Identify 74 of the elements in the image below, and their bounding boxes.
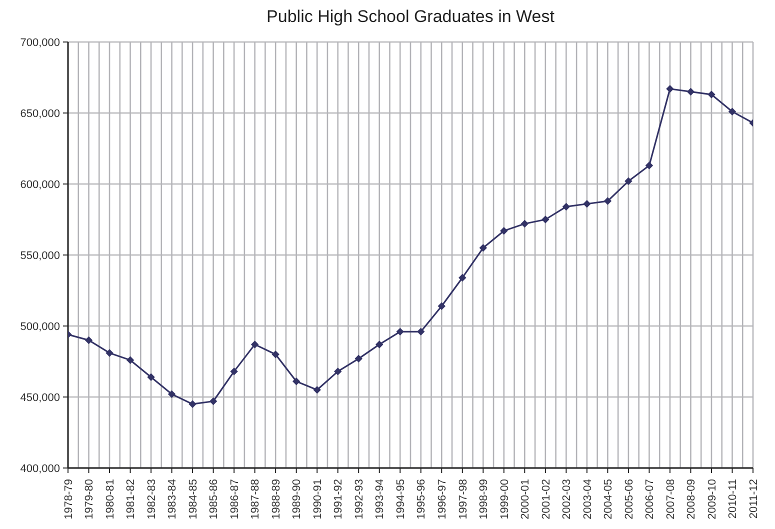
x-tick-label: 1980-81 bbox=[104, 479, 116, 520]
point bbox=[168, 390, 176, 398]
point bbox=[396, 328, 404, 336]
x-tick-label: 1982-83 bbox=[146, 479, 158, 520]
point bbox=[210, 398, 218, 405]
point bbox=[666, 85, 674, 93]
point bbox=[542, 216, 550, 224]
point bbox=[417, 328, 425, 336]
x-tick-label: 1979-80 bbox=[84, 479, 96, 520]
x-tick-label: 1983-84 bbox=[166, 479, 179, 520]
point bbox=[313, 386, 321, 394]
x-tick-label: 1999-00 bbox=[498, 479, 511, 520]
x-tick-label: 2004-05 bbox=[602, 479, 615, 520]
x-tick-label: 1989-90 bbox=[291, 479, 304, 520]
point bbox=[687, 88, 694, 96]
x-tick-label: 2008-09 bbox=[686, 479, 698, 520]
point bbox=[583, 200, 591, 208]
point bbox=[604, 197, 612, 205]
point bbox=[646, 162, 653, 170]
point bbox=[728, 108, 736, 116]
y-tick-label: 500,000 bbox=[20, 320, 60, 333]
x-tick-label: 1986-87 bbox=[228, 479, 241, 520]
point bbox=[230, 368, 238, 376]
x-tick-label: 1978-79 bbox=[62, 479, 75, 520]
point bbox=[479, 244, 487, 252]
point bbox=[354, 354, 362, 362]
x-tick-label: 1985-86 bbox=[208, 479, 220, 520]
x-tick-label: 1990-91 bbox=[312, 479, 324, 520]
point bbox=[272, 350, 280, 358]
x-tick-label: 1998-99 bbox=[478, 479, 490, 520]
point bbox=[624, 177, 632, 185]
point bbox=[126, 356, 134, 364]
x-tick-label: 1984-85 bbox=[187, 479, 200, 520]
x-tick-label: 1981-82 bbox=[125, 479, 138, 520]
x-tick-label: 1996-97 bbox=[436, 479, 448, 520]
x-tick-label: 1992-93 bbox=[353, 479, 366, 520]
x-tick-label: 1995-96 bbox=[416, 479, 428, 520]
x-tick-label: 2006-07 bbox=[644, 479, 656, 520]
x-tick-label: 1993-94 bbox=[374, 479, 386, 520]
point bbox=[708, 90, 716, 98]
point bbox=[106, 349, 114, 357]
y-tick-label: 650,000 bbox=[20, 108, 60, 120]
x-tick-label: 2000-01 bbox=[520, 479, 532, 520]
x-tick-label: 2011-12 bbox=[748, 479, 760, 519]
point bbox=[334, 368, 342, 376]
point bbox=[458, 274, 466, 282]
x-tick-label: 2001-02 bbox=[540, 479, 552, 520]
point bbox=[85, 336, 92, 344]
x-tick-label: 2009-10 bbox=[706, 479, 718, 520]
x-tick-label: 2002-03 bbox=[561, 479, 574, 520]
point bbox=[292, 378, 300, 386]
x-tick-label: 1994-95 bbox=[394, 479, 407, 520]
point bbox=[376, 340, 384, 348]
point bbox=[562, 203, 570, 210]
point bbox=[251, 340, 259, 348]
y-tick-label: 400,000 bbox=[20, 462, 60, 475]
x-tick-label: 2010-11 bbox=[727, 479, 740, 519]
x-tick-label: 1988-89 bbox=[270, 479, 282, 520]
x-tick-label: 2005-06 bbox=[623, 479, 636, 520]
y-tick-label: 700,000 bbox=[20, 36, 60, 49]
point bbox=[147, 373, 155, 381]
point bbox=[438, 302, 446, 310]
y-tick-label: 600,000 bbox=[20, 178, 60, 191]
x-tick-label: 2003-04 bbox=[582, 479, 594, 520]
point bbox=[520, 220, 528, 228]
point bbox=[500, 227, 508, 235]
x-tick-label: 1991-92 bbox=[332, 479, 345, 520]
point bbox=[188, 400, 196, 408]
y-tick-label: 450,000 bbox=[20, 392, 60, 404]
x-tick-label: 2007-08 bbox=[664, 479, 677, 520]
x-tick-label: 1987-88 bbox=[250, 479, 262, 520]
x-tick-label: 1997-98 bbox=[457, 479, 470, 520]
y-tick-label: 550,000 bbox=[20, 250, 60, 262]
chart-title: Public High School Graduates in West bbox=[266, 6, 556, 28]
